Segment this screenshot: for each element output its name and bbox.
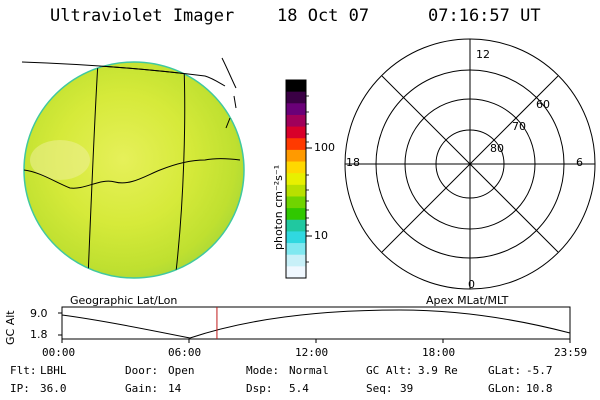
colorbar-cell	[286, 219, 306, 233]
colorbar-cell	[286, 231, 306, 244]
colorbar-cell	[286, 161, 306, 174]
gc-alt-xtick-3: 18:00	[422, 346, 456, 359]
glat-value: -5.7	[526, 364, 553, 377]
mlt-label-18: 18	[346, 156, 360, 169]
bright-patch	[30, 140, 90, 180]
colorbar-cell	[286, 103, 306, 116]
coast-fragment	[225, 95, 237, 129]
colorbar-cell	[286, 80, 306, 93]
colorbar-label-10: 10	[314, 229, 328, 242]
flt-value: LBHL	[40, 364, 67, 377]
gc-alt-frame	[61, 306, 571, 340]
gc-alt-ylabel: GC Alt	[4, 310, 17, 345]
colorbar-cell	[286, 184, 306, 198]
colorbar	[285, 79, 312, 279]
date-label: 18 Oct 07	[277, 6, 370, 26]
colorbar-cell	[286, 196, 306, 209]
dsp-label: Dsp:	[246, 382, 273, 395]
lat-label-80: 80	[490, 142, 504, 155]
colorbar-cell	[286, 149, 306, 163]
polar-diagonal	[381, 75, 559, 253]
colorbar-cell	[286, 91, 306, 104]
gc-alt-x-ticks	[61, 339, 571, 343]
ip-value: 36.0	[40, 382, 67, 395]
parallel-line-outside	[21, 61, 226, 87]
meridian-line	[175, 65, 186, 273]
colorbar-frame	[285, 79, 307, 279]
coast-fragment	[221, 57, 237, 89]
mlt-label-12: 12	[476, 48, 490, 61]
coastline	[24, 158, 241, 189]
gc-alt-xtick-4: 23:59	[554, 346, 588, 359]
glat-label: GLat:	[488, 364, 522, 377]
gc-alt-status-value: 3.9 Re	[418, 364, 458, 377]
gc-alt-status-label: GC Alt:	[366, 364, 413, 377]
flt-label: Flt:	[10, 364, 37, 377]
lat-label-70: 70	[512, 120, 526, 133]
colorbar-cell	[286, 254, 306, 267]
gc-alt-plot	[58, 306, 571, 343]
geographic-image	[21, 57, 245, 279]
time-label: 07:16:57 UT	[428, 6, 541, 26]
colorbar-minor-ticks	[306, 95, 309, 263]
mlt-label-0: 0	[468, 278, 475, 291]
meridian-line	[87, 62, 99, 278]
polar-panel-label: Apex MLat/MLT	[426, 294, 509, 307]
seq-label: Seq:	[366, 382, 393, 395]
door-label: Door:	[125, 364, 159, 377]
glon-value: 10.8	[526, 382, 553, 395]
gain-value: 14	[168, 382, 182, 395]
colorbar-cell	[286, 243, 306, 256]
geographic-panel-label: Geographic Lat/Lon	[70, 294, 178, 307]
gc-alt-curve	[61, 309, 571, 339]
gc-alt-xtick-2: 12:00	[295, 346, 329, 359]
gc-alt-ytick-low: 1.8	[30, 328, 48, 341]
gc-alt-xtick-0: 00:00	[42, 346, 76, 359]
gc-alt-ytick-high: 9.0	[30, 307, 48, 320]
seq-value: 39	[400, 382, 414, 395]
door-value: Open	[168, 364, 195, 377]
mode-value: Normal	[289, 364, 329, 377]
lat-label-60: 60	[536, 98, 550, 111]
gain-label: Gain:	[125, 382, 159, 395]
colorbar-cell	[286, 114, 306, 128]
mlt-label-6: 6	[576, 156, 583, 169]
glon-label: GLon:	[488, 382, 522, 395]
colorbar-cell	[286, 126, 306, 139]
dsp-value: 5.4	[289, 382, 309, 395]
polar-plot	[344, 38, 596, 290]
colorbar-label-100: 100	[314, 141, 335, 154]
ip-label: IP:	[10, 382, 30, 395]
colorbar-cell	[286, 173, 306, 186]
instrument-title: Ultraviolet Imager	[50, 6, 235, 26]
colorbar-unit-label: photon cm⁻²s⁻¹	[272, 164, 285, 250]
gc-alt-xtick-1: 06:00	[168, 346, 202, 359]
colorbar-cell	[286, 266, 306, 279]
mode-label: Mode:	[246, 364, 280, 377]
colorbar-cell	[286, 138, 306, 151]
colorbar-cells	[286, 80, 306, 279]
colorbar-cell	[286, 208, 306, 221]
